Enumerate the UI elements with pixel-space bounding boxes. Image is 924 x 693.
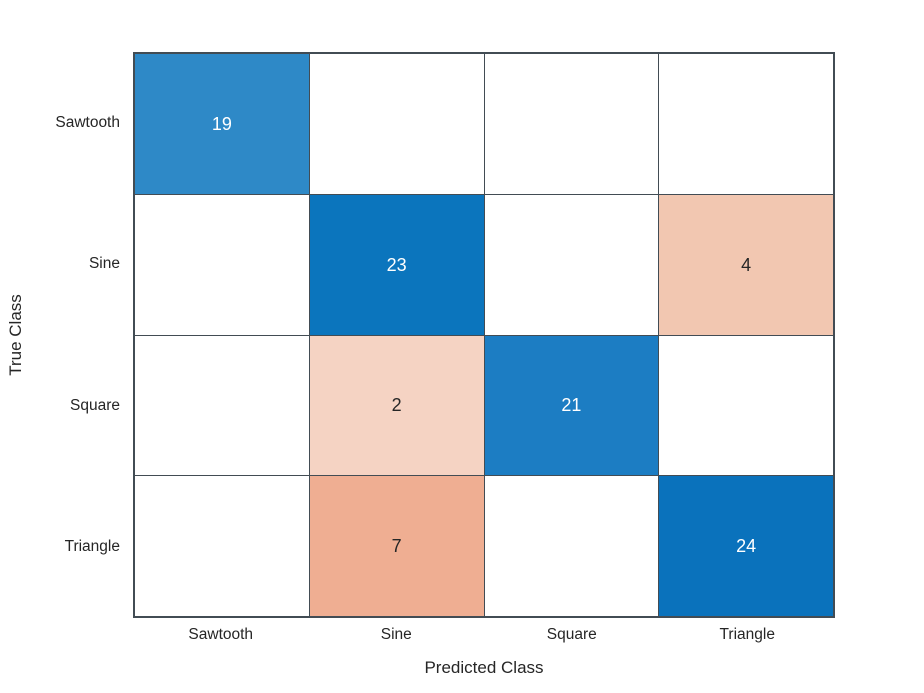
y-tick-labels: Sawtooth Sine Square Triangle: [0, 52, 120, 618]
matrix-cell: 7: [309, 476, 484, 616]
matrix-cell: 23: [309, 194, 484, 335]
x-tick-label: Sawtooth: [188, 626, 254, 643]
cell-value: 24: [736, 536, 757, 557]
matrix-cell: 19: [135, 54, 309, 194]
matrix-cell: [135, 335, 309, 476]
matrix-cell: [135, 476, 309, 616]
y-tick-label: Sawtooth: [55, 113, 120, 131]
cell-value: 2: [391, 395, 402, 416]
confusion-matrix-grid: 19 23 4 2 21 7 24: [133, 52, 835, 618]
x-axis-label: Predicted Class: [424, 658, 544, 677]
matrix-cell: 21: [484, 335, 659, 476]
matrix-cell: [484, 54, 659, 194]
matrix-cell: 4: [659, 194, 833, 335]
matrix-cell: [135, 194, 309, 335]
cell-value: 23: [386, 254, 407, 275]
matrix-cell: 2: [309, 335, 484, 476]
cell-value: 4: [741, 254, 752, 275]
cell-value: 19: [211, 113, 232, 134]
cell-value: 7: [391, 536, 402, 557]
x-tick-label: Sine: [380, 626, 412, 643]
y-tick-label: Sine: [88, 255, 120, 273]
matrix-cell: [659, 335, 833, 476]
cell-value: 21: [561, 395, 582, 416]
matrix-cell: [309, 54, 484, 194]
matrix-cell: [659, 54, 833, 194]
matrix-cell: [484, 194, 659, 335]
x-tick-label: Square: [546, 626, 597, 643]
x-tick-labels: Sawtooth Sine Square Triangle: [133, 624, 835, 646]
x-tick-label: Triangle: [719, 626, 775, 643]
y-tick-label: Square: [70, 396, 120, 414]
matrix-cell: [484, 476, 659, 616]
matrix-cell: 24: [659, 476, 833, 616]
y-tick-label: Triangle: [64, 538, 120, 556]
